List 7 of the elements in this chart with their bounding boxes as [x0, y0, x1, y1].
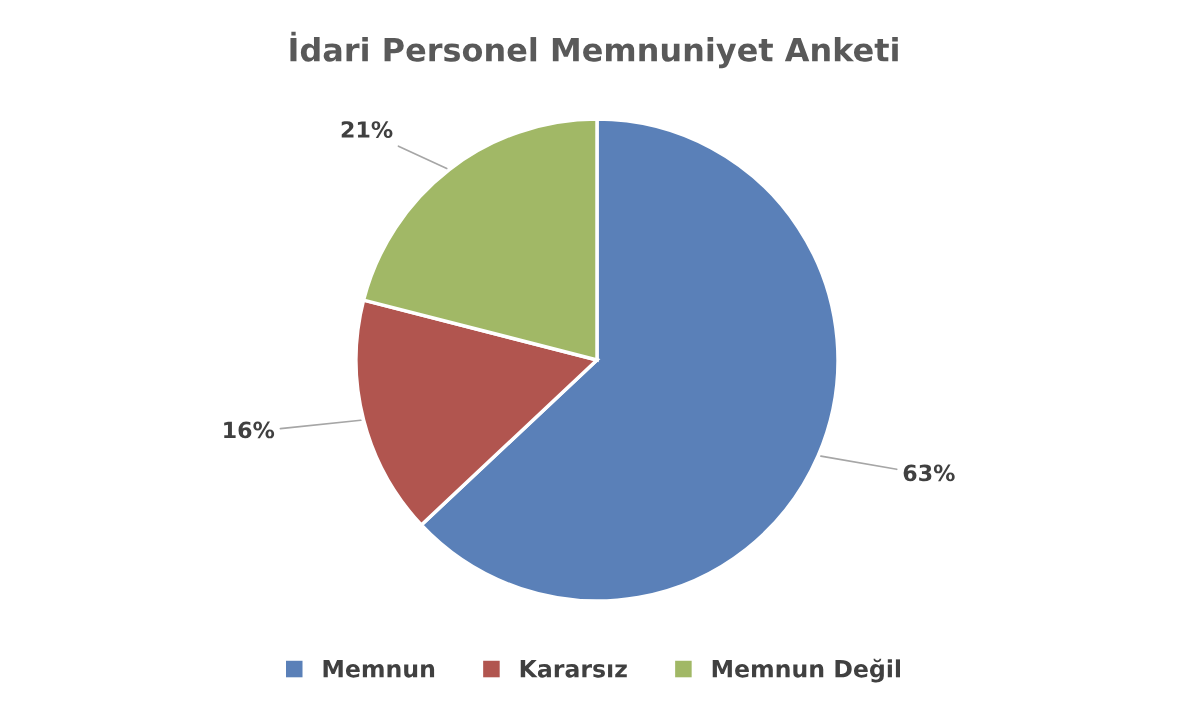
data-label: 21%: [341, 121, 393, 138]
data-label: 63%: [903, 464, 955, 482]
legend-label: Kararsız: [520, 660, 627, 678]
data-label: 16%: [224, 421, 275, 439]
legend-label: Memnun Değil: [712, 658, 901, 683]
legend-label: Memnun: [323, 660, 435, 678]
chart-title: İdari Personel Memnuniyet Anketi: [290, 31, 898, 69]
